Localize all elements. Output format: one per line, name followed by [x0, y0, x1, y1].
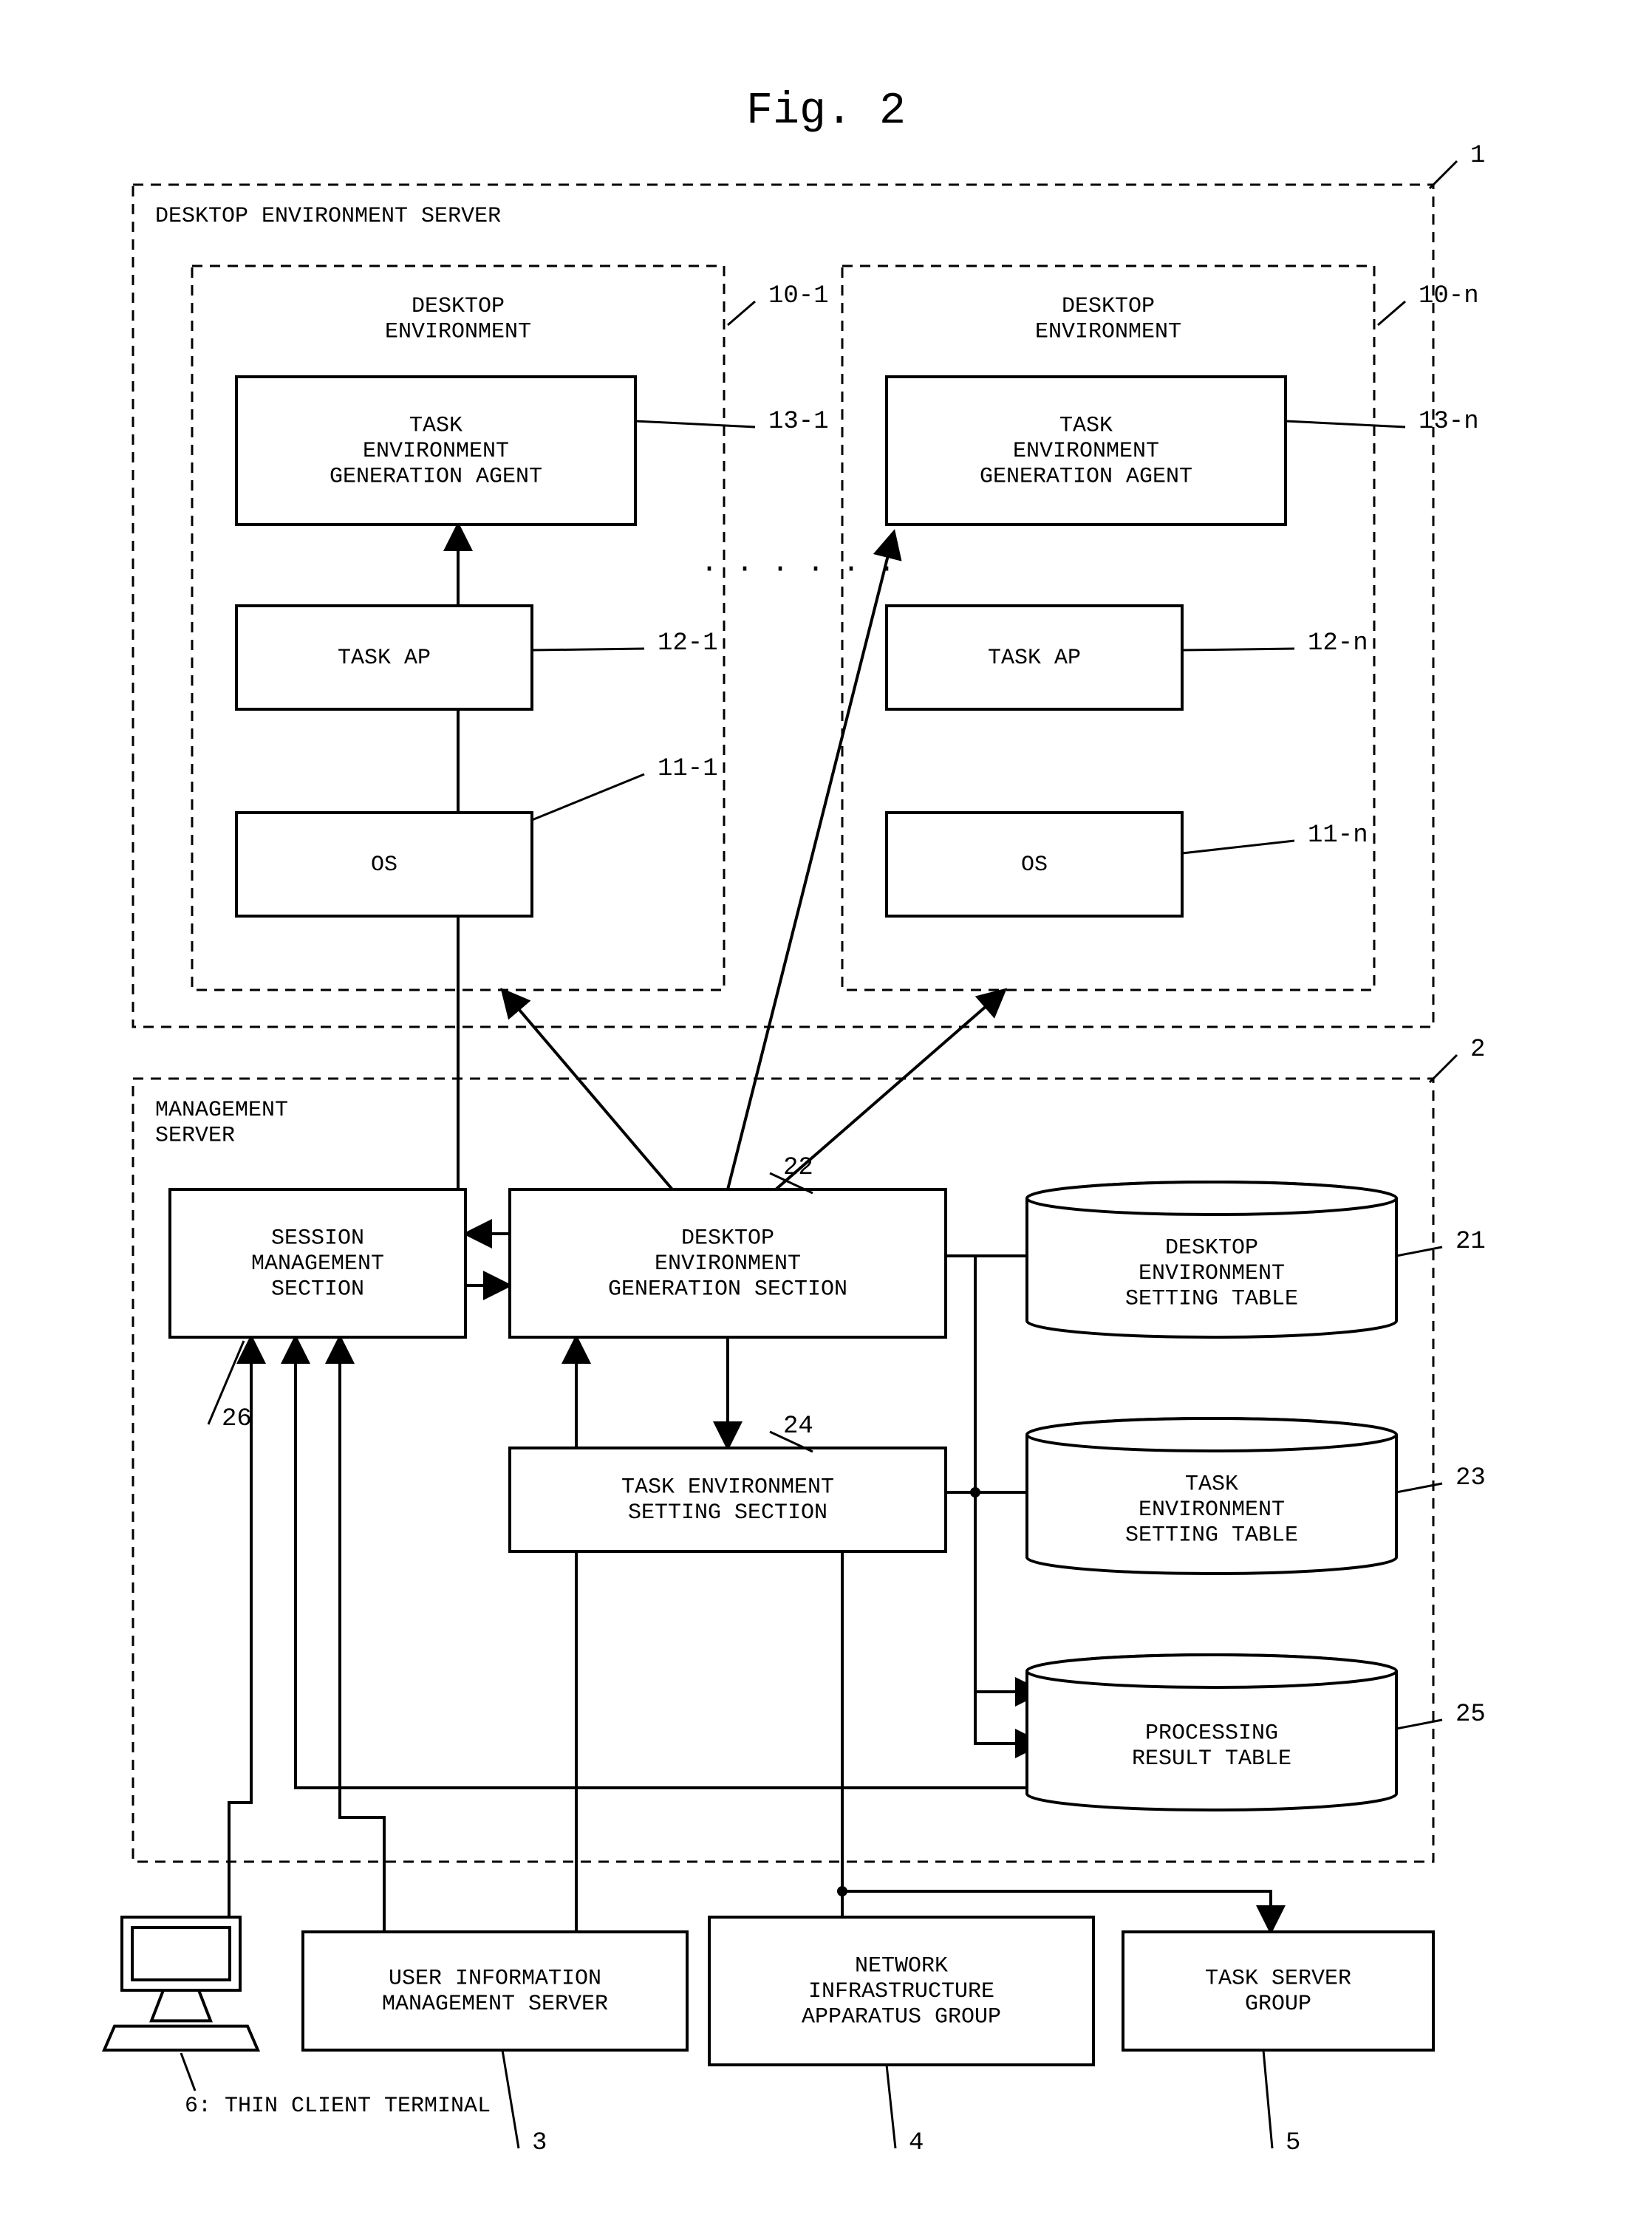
- svg-text:MANAGEMENT SERVER: MANAGEMENT SERVER: [382, 1992, 608, 2017]
- node-env1_agent: TASKENVIRONMENTGENERATION AGENT: [236, 377, 635, 525]
- node-thin_client: [104, 1917, 258, 2050]
- diagram-canvas: Fig. 2DESKTOP ENVIRONMENT SERVERDESKTOPE…: [0, 0, 1652, 2220]
- edge-1: [502, 990, 672, 1189]
- svg-text:ENVIRONMENT: ENVIRONMENT: [363, 439, 509, 464]
- svg-text:DESKTOP: DESKTOP: [1165, 1235, 1258, 1260]
- svg-text:MANAGEMENT: MANAGEMENT: [155, 1098, 288, 1123]
- svg-text:2: 2: [1470, 1036, 1485, 1064]
- node-tsg: TASK SERVERGROUP: [1123, 1932, 1433, 2050]
- svg-text:GENERATION AGENT: GENERATION AGENT: [980, 464, 1192, 489]
- svg-text:22: 22: [783, 1154, 813, 1182]
- svg-text:OS: OS: [1021, 853, 1048, 878]
- svg-text:GROUP: GROUP: [1245, 1992, 1311, 2017]
- svg-text:NETWORK: NETWORK: [855, 1953, 948, 1978]
- node-env1_ap: TASK AP: [236, 606, 532, 709]
- node-envn_os: OS: [887, 813, 1182, 916]
- node-dest: DESKTOPENVIRONMENTSETTING TABLE: [1027, 1182, 1396, 1337]
- node-prt: PROCESSINGRESULT TABLE: [1027, 1655, 1396, 1810]
- svg-text:TASK: TASK: [1185, 1472, 1238, 1497]
- svg-text:MANAGEMENT: MANAGEMENT: [251, 1251, 384, 1277]
- svg-text:Fig. 2: Fig. 2: [746, 86, 906, 137]
- svg-text:23: 23: [1455, 1464, 1486, 1492]
- svg-text:10-1: 10-1: [768, 282, 829, 310]
- svg-text:11-1: 11-1: [658, 755, 718, 783]
- svg-text:RESULT TABLE: RESULT TABLE: [1132, 1746, 1291, 1772]
- svg-text:SETTING TABLE: SETTING TABLE: [1125, 1286, 1298, 1311]
- svg-text:SETTING SECTION: SETTING SECTION: [628, 1500, 827, 1526]
- svg-text:SETTING TABLE: SETTING TABLE: [1125, 1523, 1298, 1548]
- svg-text:12-n: 12-n: [1308, 629, 1368, 658]
- node-test: TASKENVIRONMENTSETTING TABLE: [1027, 1418, 1396, 1574]
- svg-text:ENVIRONMENT: ENVIRONMENT: [385, 320, 531, 345]
- svg-text:11-n: 11-n: [1308, 822, 1368, 850]
- node-dots: · · · · · ·: [700, 553, 895, 587]
- svg-text:ENVIRONMENT: ENVIRONMENT: [655, 1251, 801, 1277]
- svg-text:PROCESSING: PROCESSING: [1145, 1721, 1278, 1746]
- svg-text:13-n: 13-n: [1419, 408, 1479, 436]
- svg-text:4: 4: [909, 2129, 924, 2157]
- svg-text:APPARATUS GROUP: APPARATUS GROUP: [802, 2004, 1001, 2029]
- svg-text:DESKTOP: DESKTOP: [681, 1226, 774, 1251]
- svg-text:DESKTOP ENVIRONMENT SERVER: DESKTOP ENVIRONMENT SERVER: [155, 204, 501, 229]
- svg-text:· · · · · ·: · · · · · ·: [700, 553, 895, 587]
- svg-text:6: THIN CLIENT TERMINAL: 6: THIN CLIENT TERMINAL: [185, 2094, 491, 2119]
- node-env1_os: OS: [236, 813, 532, 916]
- svg-text:TASK AP: TASK AP: [338, 646, 431, 671]
- edge-3: [728, 532, 894, 1189]
- svg-text:24: 24: [783, 1413, 813, 1441]
- svg-text:TASK SERVER: TASK SERVER: [1205, 1967, 1351, 1992]
- node-tess: TASK ENVIRONMENTSETTING SECTION: [510, 1448, 946, 1551]
- node-envn_ap: TASK AP: [887, 606, 1182, 709]
- svg-text:21: 21: [1455, 1228, 1486, 1256]
- svg-text:SESSION: SESSION: [271, 1226, 364, 1251]
- node-thin_label: 6: THIN CLIENT TERMINAL: [185, 2094, 491, 2119]
- svg-text:ENVIRONMENT: ENVIRONMENT: [1013, 439, 1159, 464]
- svg-text:1: 1: [1470, 142, 1485, 170]
- edge-11: [296, 1337, 1038, 1788]
- svg-text:3: 3: [532, 2129, 547, 2157]
- nodes-layer: Fig. 2DESKTOP ENVIRONMENT SERVERDESKTOPE…: [104, 86, 1433, 2119]
- svg-text:OS: OS: [371, 853, 397, 878]
- svg-text:SERVER: SERVER: [155, 1123, 235, 1148]
- svg-text:10-n: 10-n: [1419, 282, 1479, 310]
- svg-text:GENERATION AGENT: GENERATION AGENT: [330, 464, 542, 489]
- svg-text:TASK: TASK: [1059, 413, 1113, 438]
- node-niag: NETWORKINFRASTRUCTUREAPPARATUS GROUP: [709, 1917, 1093, 2065]
- svg-text:DESKTOP: DESKTOP: [412, 294, 505, 319]
- svg-text:TASK: TASK: [409, 413, 463, 438]
- svg-text:SECTION: SECTION: [271, 1277, 364, 1302]
- node-envn_agent: TASKENVIRONMENTGENERATION AGENT: [887, 377, 1286, 525]
- node-degs: DESKTOPENVIRONMENTGENERATION SECTION: [510, 1189, 946, 1337]
- svg-text:26: 26: [222, 1405, 252, 1433]
- svg-text:TASK ENVIRONMENT: TASK ENVIRONMENT: [621, 1475, 834, 1500]
- svg-text:ENVIRONMENT: ENVIRONMENT: [1035, 320, 1181, 345]
- node-uims: USER INFORMATIONMANAGEMENT SERVER: [303, 1932, 687, 2050]
- svg-text:12-1: 12-1: [658, 629, 718, 658]
- svg-text:INFRASTRUCTURE: INFRASTRUCTURE: [808, 1979, 994, 2004]
- svg-text:DESKTOP: DESKTOP: [1062, 294, 1155, 319]
- svg-text:5: 5: [1286, 2129, 1300, 2157]
- svg-text:GENERATION SECTION: GENERATION SECTION: [608, 1277, 847, 1302]
- edge-13: [340, 1337, 384, 1932]
- svg-text:ENVIRONMENT: ENVIRONMENT: [1139, 1497, 1285, 1523]
- node-session: SESSIONMANAGEMENTSECTION: [170, 1189, 465, 1337]
- svg-text:25: 25: [1455, 1701, 1486, 1729]
- svg-text:13-1: 13-1: [768, 408, 829, 436]
- svg-text:ENVIRONMENT: ENVIRONMENT: [1139, 1261, 1285, 1286]
- svg-text:USER INFORMATION: USER INFORMATION: [389, 1967, 601, 1992]
- svg-text:TASK AP: TASK AP: [988, 646, 1081, 671]
